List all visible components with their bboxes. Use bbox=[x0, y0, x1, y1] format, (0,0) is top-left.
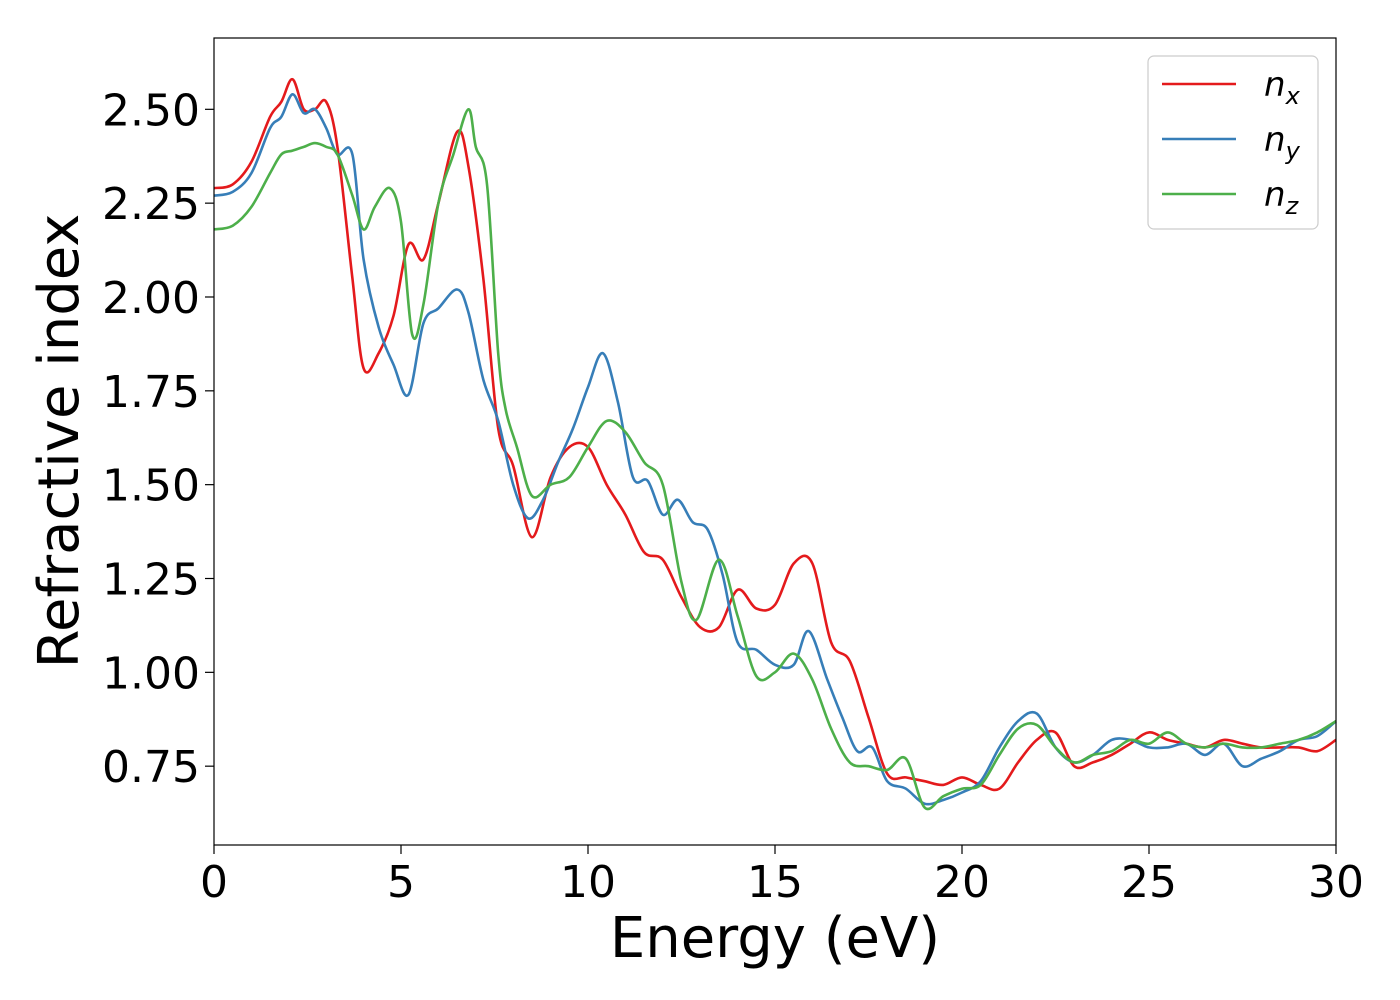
y-tick-label: 2.50 bbox=[102, 85, 200, 136]
series-layer bbox=[213, 78, 1337, 811]
x-axis-title: Energy (eV) bbox=[610, 906, 940, 971]
y-tick-label: 1.25 bbox=[102, 555, 200, 606]
x-tick-label: 30 bbox=[1308, 857, 1364, 908]
y-tick-label: 0.75 bbox=[102, 742, 200, 793]
legend-label-x: nx bbox=[1264, 65, 1301, 110]
x-tick-label: 15 bbox=[747, 857, 803, 908]
legend: nx ny nz bbox=[1147, 55, 1319, 230]
x-tick-label: 10 bbox=[560, 857, 616, 908]
legend-box bbox=[1147, 55, 1319, 230]
y-tick-label: 1.50 bbox=[102, 461, 200, 512]
y-axis-title: Refractive index bbox=[27, 214, 92, 669]
y-tick-label: 2.00 bbox=[102, 273, 200, 324]
y-tick-label: 1.75 bbox=[102, 367, 200, 418]
series-line-y bbox=[213, 93, 1337, 806]
series-line-z bbox=[213, 107, 1337, 811]
x-tick-label: 25 bbox=[1121, 857, 1177, 908]
series-line-x bbox=[213, 78, 1337, 792]
x-tick-label: 5 bbox=[387, 857, 415, 908]
x-tick-label: 20 bbox=[934, 857, 990, 908]
y-tick-label: 1.00 bbox=[102, 648, 200, 699]
x-tick-label: 0 bbox=[200, 857, 228, 908]
legend-label-z: nz bbox=[1264, 175, 1300, 220]
legend-label-y: ny bbox=[1264, 120, 1301, 165]
x-axis-ticks: 0 5 10 15 20 25 30 bbox=[200, 845, 1364, 908]
y-axis-ticks: 0.75 1.00 1.25 1.50 1.75 2.00 2.25 2.50 bbox=[102, 85, 214, 793]
y-tick-label: 2.25 bbox=[102, 179, 200, 230]
